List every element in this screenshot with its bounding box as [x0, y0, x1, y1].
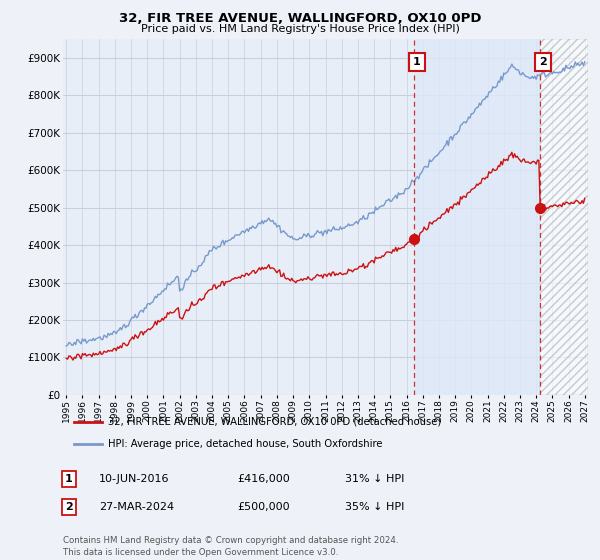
Text: 2: 2	[539, 57, 547, 67]
Text: 1: 1	[413, 57, 421, 67]
Text: 27-MAR-2024: 27-MAR-2024	[99, 502, 174, 512]
Text: £500,000: £500,000	[237, 502, 290, 512]
Bar	[413, 39, 540, 395]
Text: 32, FIR TREE AVENUE, WALLINGFORD, OX10 0PD: 32, FIR TREE AVENUE, WALLINGFORD, OX10 0…	[119, 12, 481, 25]
Text: 10-JUN-2016: 10-JUN-2016	[99, 474, 170, 484]
Text: 1: 1	[65, 474, 73, 484]
Text: 31% ↓ HPI: 31% ↓ HPI	[345, 474, 404, 484]
Text: HPI: Average price, detached house, South Oxfordshire: HPI: Average price, detached house, Sout…	[107, 438, 382, 449]
Text: £416,000: £416,000	[237, 474, 290, 484]
Text: 2: 2	[65, 502, 73, 512]
Text: Price paid vs. HM Land Registry's House Price Index (HPI): Price paid vs. HM Land Registry's House …	[140, 24, 460, 34]
Text: 32, FIR TREE AVENUE, WALLINGFORD, OX10 0PD (detached house): 32, FIR TREE AVENUE, WALLINGFORD, OX10 0…	[107, 417, 441, 427]
Text: Contains HM Land Registry data © Crown copyright and database right 2024.
This d: Contains HM Land Registry data © Crown c…	[63, 536, 398, 557]
Text: 35% ↓ HPI: 35% ↓ HPI	[345, 502, 404, 512]
Bar	[540, 39, 588, 395]
